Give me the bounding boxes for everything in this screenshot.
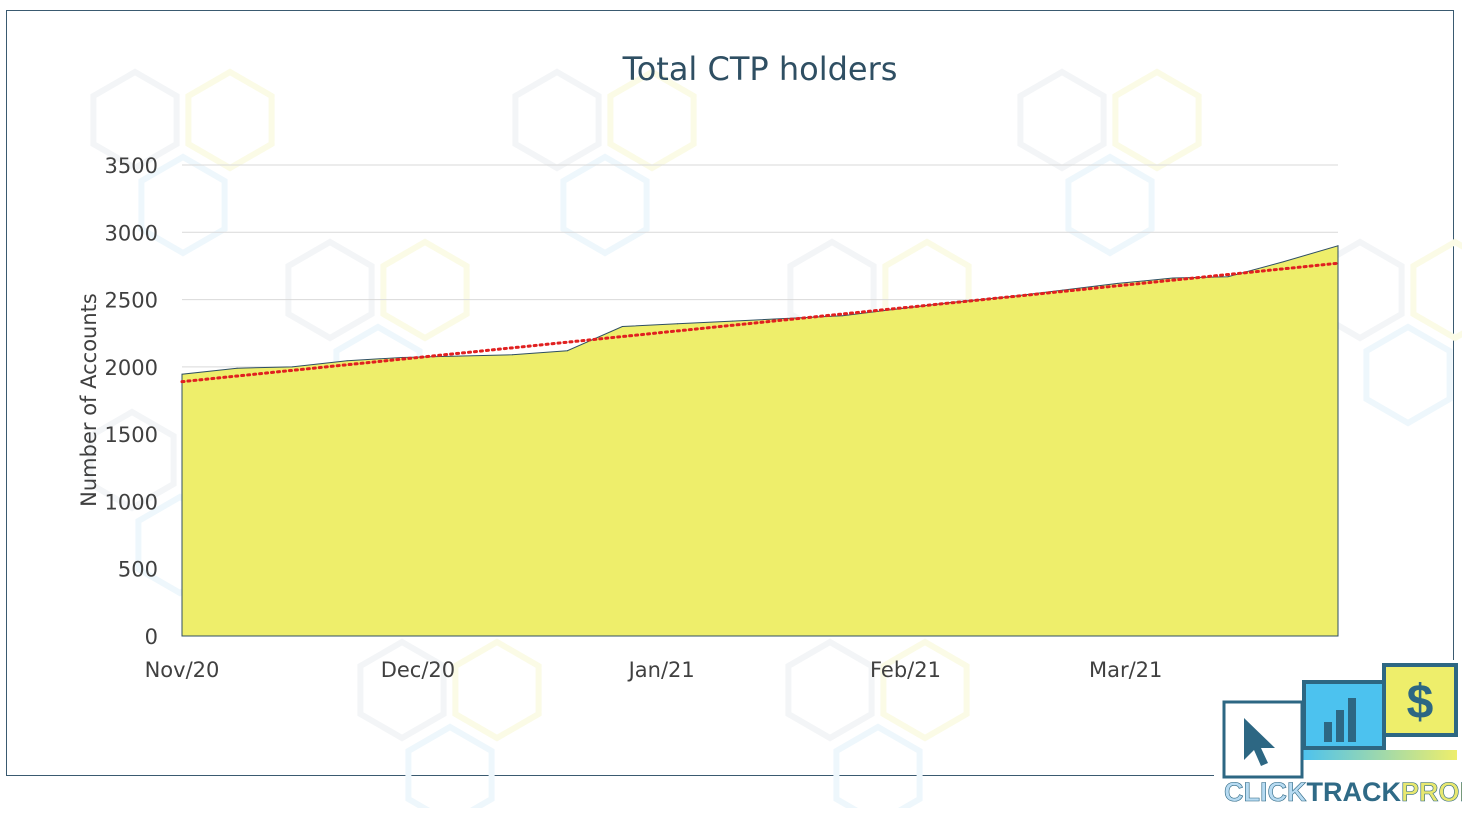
watermark-hex: [1410, 238, 1462, 342]
y-tick-label: 3500: [105, 154, 158, 178]
y-tick-label: 2500: [105, 289, 158, 313]
data-point: [731, 320, 733, 322]
x-tick-label: Feb/21: [870, 658, 941, 682]
dollar-box: [1382, 663, 1458, 737]
x-tick-label: Jan/21: [627, 658, 695, 682]
dollar-icon: $: [1407, 676, 1434, 729]
logo-graphic: $ CLICKTRACKPROFIT: [1222, 663, 1462, 807]
watermark-hex: [357, 638, 447, 742]
clicktrackprofit-logo: $ CLICKTRACKPROFIT: [1214, 660, 1462, 808]
watermark-hex: [87, 408, 177, 512]
watermark-hex: [1112, 68, 1202, 172]
area-series: [181, 245, 1339, 637]
x-tick-label: Nov/20: [145, 658, 220, 682]
data-point: [1282, 261, 1284, 263]
bar-chart-icon: [1324, 698, 1356, 742]
watermark-hex: [405, 723, 495, 808]
logo-text-track: TRACK: [1307, 777, 1402, 807]
watermark-hex: [785, 638, 875, 742]
data-point: [236, 367, 238, 369]
x-tick-label: Dec/20: [381, 658, 455, 682]
watermark-hex: [1017, 68, 1107, 172]
y-axis-title: Number of Accounts: [77, 293, 101, 507]
watermark-hex: [607, 68, 697, 172]
data-point: [1062, 289, 1064, 291]
y-tick-label: 500: [118, 558, 158, 582]
data-point: [291, 366, 293, 368]
data-point: [456, 355, 458, 357]
watermark-hex: [833, 723, 923, 808]
x-axis-ticks: Nov/20 Dec/20 Jan/21 Feb/21 Mar/21: [145, 658, 1163, 682]
y-tick-label: 1500: [105, 423, 158, 447]
logo-stripe: [1302, 750, 1457, 760]
data-point: [1337, 245, 1339, 247]
data-point: [1117, 282, 1119, 284]
watermark-hex: [512, 68, 602, 172]
data-point: [346, 360, 348, 362]
trendline-line: [180, 261, 1340, 384]
x-tick-label: Mar/21: [1089, 658, 1162, 682]
cursor-icon: [1244, 718, 1275, 766]
watermark-hex: [380, 238, 470, 342]
y-tick-label: 2000: [105, 356, 158, 380]
chart-title: Total CTP holders: [622, 50, 898, 88]
watermark-hex: [880, 638, 970, 742]
data-point: [566, 350, 568, 352]
y-tick-label: 3000: [105, 221, 158, 245]
data-point: [1172, 277, 1174, 279]
watermark-hex: [1363, 323, 1453, 427]
data-point: [842, 315, 844, 317]
logo-text-profit: PROFIT: [1401, 777, 1462, 807]
watermark-hex: [452, 638, 542, 742]
watermark-hex: [138, 153, 228, 257]
watermark-hex: [1065, 153, 1155, 257]
y-axis-ticks: 0 500 1000 1500 2000 2500 3000 3500: [105, 154, 158, 649]
data-point: [1227, 276, 1229, 278]
logo-wordmark: CLICKTRACKPROFIT: [1224, 777, 1462, 807]
area-fill: [181, 245, 1339, 637]
data-point: [676, 323, 678, 325]
data-point: [181, 373, 183, 375]
watermark-hex: [560, 153, 650, 257]
watermark-hex: [185, 68, 275, 172]
data-point: [621, 325, 623, 327]
data-point: [511, 354, 513, 356]
y-tick-label: 1000: [105, 490, 158, 514]
y-tick-label: 0: [145, 625, 158, 649]
watermark-hex: [90, 68, 180, 172]
trendline: [180, 261, 1340, 384]
watermark-hex: [285, 238, 375, 342]
logo-text-click: CLICK: [1224, 777, 1307, 807]
